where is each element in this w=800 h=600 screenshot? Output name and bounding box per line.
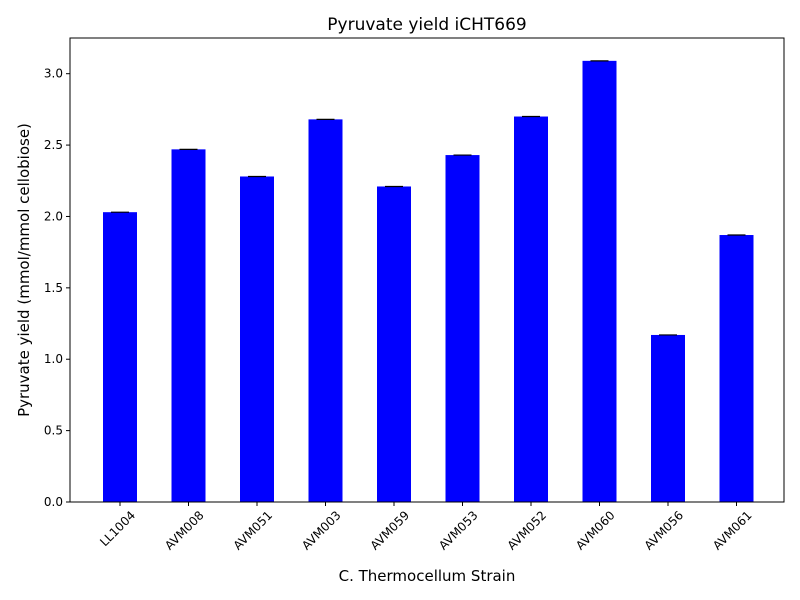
x-tick-label-AVM052: AVM052	[505, 508, 549, 552]
bar-AVM008	[171, 149, 206, 503]
bar-AVM056	[651, 334, 685, 502]
bar-AVM059	[377, 186, 411, 503]
bars-group	[103, 60, 754, 503]
y-tick-label-1.5: 1.5	[44, 281, 63, 295]
bar-AVM052	[514, 116, 548, 503]
y-tick-label-1.0: 1.0	[44, 352, 63, 366]
y-axis: 0.0 0.5 1.0 1.5 2.0 2.5 3.0	[44, 67, 70, 509]
plot-frame	[69, 37, 785, 503]
y-tick-label-2.5: 2.5	[44, 138, 63, 152]
bar-AVM053	[445, 155, 480, 502]
y-tick-label-0.5: 0.5	[44, 424, 63, 438]
y-tick-label-3.0: 3.0	[44, 67, 63, 81]
x-tick-label-AVM003: AVM003	[299, 508, 343, 552]
x-tick-label-LL1004: LL1004	[97, 508, 138, 549]
x-axis-label: C. Thermocellum Strain	[339, 567, 516, 585]
bar-AVM060	[582, 60, 617, 502]
x-tick-label-AVM056: AVM056	[642, 508, 686, 552]
x-tick-label-AVM053: AVM053	[436, 508, 480, 552]
x-tick-label-AVM008: AVM008	[162, 508, 206, 552]
y-tick-label-0.0: 0.0	[44, 495, 63, 509]
x-tick-label-AVM061: AVM061	[710, 508, 754, 552]
y-axis-label: Pyruvate yield (mmol/mmol cellobiose)	[15, 123, 33, 417]
x-tick-label-AVM060: AVM060	[573, 508, 617, 552]
chart-title: Pyruvate yield iCHT669	[327, 15, 526, 35]
bar-AVM061	[719, 235, 754, 502]
bar-AVM051	[240, 176, 274, 503]
x-axis: LL1004 AVM008 AVM051 AVM003 AVM059 AVM053 AVM0…	[97, 502, 755, 553]
x-tick-label-AVM051: AVM051	[231, 508, 275, 552]
bar-AVM003	[308, 119, 343, 502]
bar-LL1004	[103, 212, 137, 502]
x-tick-label-AVM059: AVM059	[368, 508, 412, 552]
y-tick-label-2.0: 2.0	[44, 209, 63, 223]
